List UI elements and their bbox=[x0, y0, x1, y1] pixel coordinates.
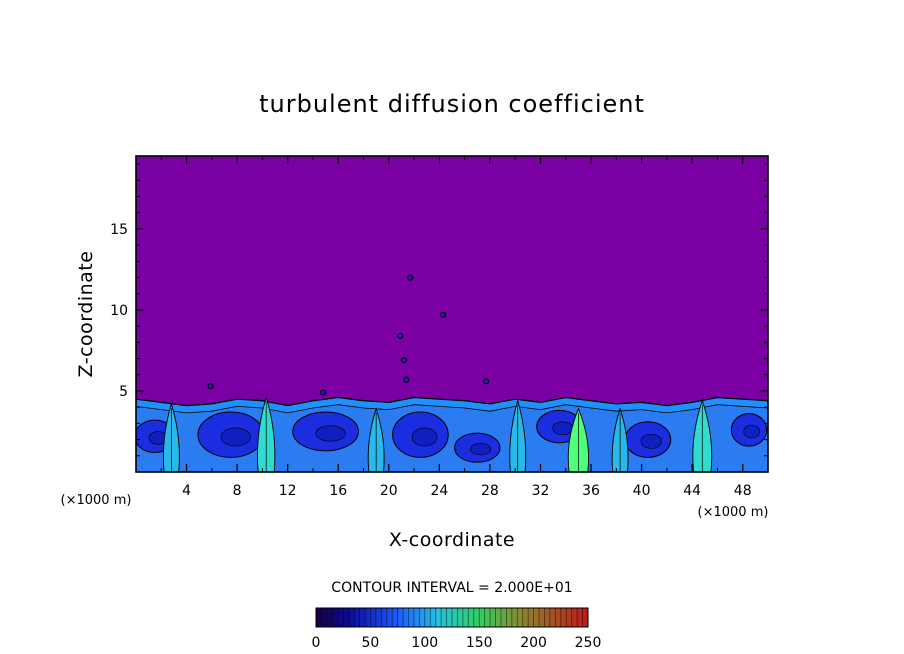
y-tick-label: 10 bbox=[110, 303, 128, 319]
y-unit-label: (×1000 m) bbox=[61, 493, 132, 508]
x-tick-label: 8 bbox=[233, 483, 242, 499]
x-tick-label: 12 bbox=[279, 483, 297, 499]
colorbar-ticks: 0 50 100 150 200 250 bbox=[312, 635, 602, 651]
isolated-patch bbox=[319, 389, 327, 396]
chart-title: turbulent diffusion coefficient bbox=[259, 90, 645, 118]
colorbar-tick-label: 200 bbox=[520, 635, 547, 651]
y-axis-ticks: 5 10 15 bbox=[110, 163, 768, 457]
colorbar bbox=[315, 607, 589, 628]
x-tick-label: 48 bbox=[734, 483, 752, 499]
plot-frame bbox=[135, 155, 769, 473]
cell-core bbox=[552, 421, 574, 436]
x-tick-label: 20 bbox=[380, 483, 398, 499]
y-axis-title: Z-coordinate bbox=[75, 251, 97, 378]
cell-core bbox=[220, 427, 251, 447]
x-tick-label: 4 bbox=[182, 483, 191, 499]
cell-core bbox=[315, 425, 346, 442]
plumes bbox=[162, 395, 713, 472]
x-unit-label: (×1000 m) bbox=[698, 505, 769, 520]
colorbar-title: CONTOUR INTERVAL = 2.000E+01 bbox=[331, 580, 572, 596]
x-tick-label: 40 bbox=[633, 483, 651, 499]
x-tick-label: 32 bbox=[532, 483, 550, 499]
boundary-layer bbox=[136, 396, 768, 472]
cell-core bbox=[640, 433, 662, 449]
x-tick-label: 36 bbox=[582, 483, 600, 499]
isolated-patch bbox=[440, 311, 447, 318]
colorbar-tick-label: 100 bbox=[411, 635, 438, 651]
isolated-patch bbox=[483, 378, 490, 385]
y-tick-label: 5 bbox=[119, 384, 128, 400]
colorbar-tick-label: 0 bbox=[312, 635, 321, 651]
isolated-patch bbox=[207, 383, 214, 390]
colorbar-level-lines bbox=[315, 608, 589, 627]
colorbar-tick-label: 50 bbox=[361, 635, 379, 651]
x-axis-ticks: 4 8 12 16 20 24 28 32 36 40 44 48 bbox=[160, 156, 752, 499]
cell-core bbox=[470, 443, 492, 456]
plot-area bbox=[136, 156, 768, 472]
cell-core bbox=[743, 424, 760, 439]
convective-cells bbox=[136, 409, 768, 463]
isolated-patch bbox=[397, 332, 404, 339]
isolated-patch bbox=[403, 376, 410, 383]
y-tick-label: 15 bbox=[110, 222, 128, 238]
isolated-patch bbox=[400, 357, 408, 364]
colorbar-tick-label: 150 bbox=[466, 635, 493, 651]
x-tick-label: 16 bbox=[329, 483, 347, 499]
isolated-patches bbox=[207, 274, 490, 396]
x-tick-label: 28 bbox=[481, 483, 499, 499]
x-axis-title: X-coordinate bbox=[389, 529, 515, 551]
isolated-patch bbox=[407, 274, 414, 281]
x-tick-label: 24 bbox=[430, 483, 448, 499]
x-tick-label: 44 bbox=[683, 483, 701, 499]
cell-core bbox=[411, 427, 438, 447]
colorbar-tick-label: 250 bbox=[575, 635, 602, 651]
